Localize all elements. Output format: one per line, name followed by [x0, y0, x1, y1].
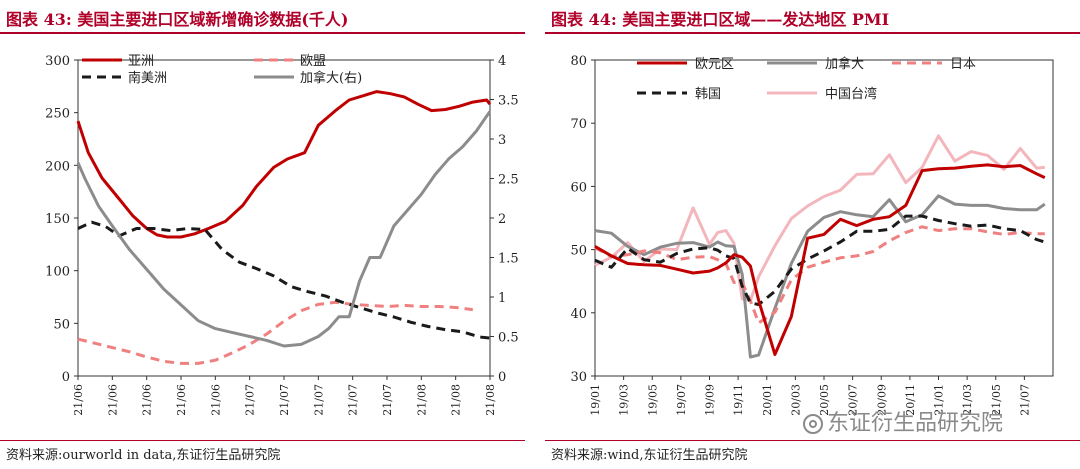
- legend-label: 加拿大(右): [300, 70, 362, 86]
- right-y-tick-label: 1: [498, 291, 506, 306]
- x-tick-label: 21/07: [347, 384, 360, 416]
- x-tick-label: 20/09: [875, 384, 888, 416]
- legend-label: 韩国: [695, 87, 721, 102]
- x-tick-label: 19/03: [618, 384, 631, 416]
- x-tick-label: 19/09: [704, 384, 717, 416]
- y-tick-label: 80: [570, 54, 587, 69]
- x-tick-label: 21/06: [209, 384, 222, 416]
- series-line-欧盟: [77, 300, 473, 365]
- left-title-rule: [0, 32, 525, 34]
- left-y-tick-label: 250: [45, 107, 70, 122]
- legend-label: 加拿大: [825, 56, 864, 72]
- series-line-日本: [594, 225, 1045, 325]
- series-line-加拿大(右): [76, 110, 492, 348]
- series-line-韩国: [594, 214, 1046, 307]
- left-source: 资料来源:ourworld in data,东证衍生品研究院: [6, 448, 281, 463]
- x-tick-label: 21/08: [484, 384, 497, 416]
- x-tick-label: 19/01: [589, 384, 602, 416]
- left-chart-svg: 0 50 100 150 200 250 300 0 0.5 1 1.5 2 2.5 3 3.5 4 21/06…: [45, 54, 519, 416]
- legend-label: 亚洲: [128, 54, 154, 69]
- x-tick-label: 21/07: [244, 384, 257, 416]
- right-y-tick-label: 4: [498, 54, 506, 69]
- right-y-tick-label: 0.5: [498, 331, 519, 346]
- legend-label: 欧元区: [695, 57, 734, 72]
- right-chart-panel: 图表 44: 美国主要进口区域——发达地区 PMI 30 40 50 60 70 80 19…: [545, 0, 1080, 469]
- x-tick-label: 19/07: [675, 384, 688, 416]
- right-title-text: 美国主要进口区域——发达地区 PMI: [622, 10, 890, 29]
- x-tick-label: 21/07: [312, 384, 325, 416]
- x-tick-label: 20/11: [904, 384, 917, 416]
- left-y-tick-label: 150: [45, 212, 70, 227]
- x-tick-label: 19/11: [732, 384, 745, 416]
- series-line-加拿大: [594, 194, 1046, 359]
- x-tick-label: 20/03: [789, 384, 802, 416]
- x-tick-label: 21/08: [415, 384, 428, 416]
- wechat-logo-icon: [803, 414, 823, 434]
- left-title-text: 美国主要进口区域新增确诊数据(千人): [77, 10, 349, 29]
- left-chart-panel: 图表 43: 美国主要进口区域新增确诊数据(千人) 0 50 100 150 200 25…: [0, 0, 525, 469]
- x-tick-label: 21/08: [450, 384, 463, 416]
- right-chart-title: 图表 44: 美国主要进口区域——发达地区 PMI: [551, 6, 889, 30]
- left-y-tick-label: 50: [53, 317, 70, 332]
- left-source-rule: [0, 440, 525, 441]
- x-tick-label: 21/06: [175, 384, 188, 416]
- right-figure-number: 图表 44:: [551, 10, 617, 29]
- x-tick-label: 21/05: [990, 384, 1003, 416]
- right-y-tick-label: 2.5: [498, 173, 519, 188]
- right-y-tick-label: 3: [498, 133, 506, 148]
- right-source: 资料来源:wind,东证衍生品研究院: [551, 448, 748, 463]
- x-tick-label: 21/07: [278, 384, 291, 416]
- left-chart-title: 图表 43: 美国主要进口区域新增确诊数据(千人): [6, 6, 348, 30]
- right-chart-svg: 30 40 50 60 70 80 19/01 19/03 19/05 19/07 19/09 19/…: [570, 54, 1054, 416]
- right-y-tick-label: 3.5: [498, 94, 519, 109]
- right-y-tick-label: 0: [498, 370, 506, 385]
- x-tick-label: 21/03: [961, 384, 974, 416]
- y-tick-label: 60: [570, 180, 587, 195]
- x-tick-label: 21/06: [72, 384, 85, 416]
- y-tick-label: 50: [570, 244, 587, 259]
- watermark: 东证衍生品研究院: [803, 405, 1003, 437]
- right-source-rule: [545, 440, 1080, 441]
- y-tick-label: 30: [570, 370, 587, 385]
- x-tick-label: 20/05: [818, 384, 831, 416]
- series-line-南美洲: [77, 220, 491, 340]
- x-tick-label: 19/05: [646, 384, 659, 416]
- right-y-tick-label: 1.5: [498, 252, 519, 267]
- x-tick-label: 21/07: [381, 384, 394, 416]
- x-tick-label: 20/07: [847, 384, 860, 416]
- y-tick-label: 70: [570, 117, 587, 132]
- x-tick-label: 21/06: [106, 384, 119, 416]
- legend-label: 欧盟: [300, 54, 326, 69]
- series-line-亚洲: [76, 90, 492, 239]
- left-figure-number: 图表 43:: [6, 10, 72, 29]
- y-tick-label: 40: [570, 307, 587, 322]
- left-y-tick-label: 300: [45, 54, 70, 69]
- legend-label: 日本: [950, 57, 976, 72]
- x-tick-label: 20/01: [761, 384, 774, 416]
- left-y-tick-label: 0: [62, 370, 70, 385]
- x-tick-label: 21/01: [933, 384, 946, 416]
- legend-label: 南美洲: [128, 70, 167, 86]
- x-tick-label: 21/06: [141, 384, 154, 416]
- right-title-rule: [545, 32, 1080, 34]
- series-line-中国台湾: [594, 134, 1045, 303]
- left-y-tick-label: 200: [45, 159, 70, 174]
- series-line-欧元区: [594, 163, 1046, 356]
- x-tick-label: 21/07: [1018, 384, 1031, 416]
- right-y-tick-label: 2: [498, 212, 506, 227]
- left-y-tick-label: 100: [45, 265, 70, 280]
- legend-label: 中国台湾: [825, 86, 877, 102]
- watermark-text: 东证衍生品研究院: [827, 411, 1004, 436]
